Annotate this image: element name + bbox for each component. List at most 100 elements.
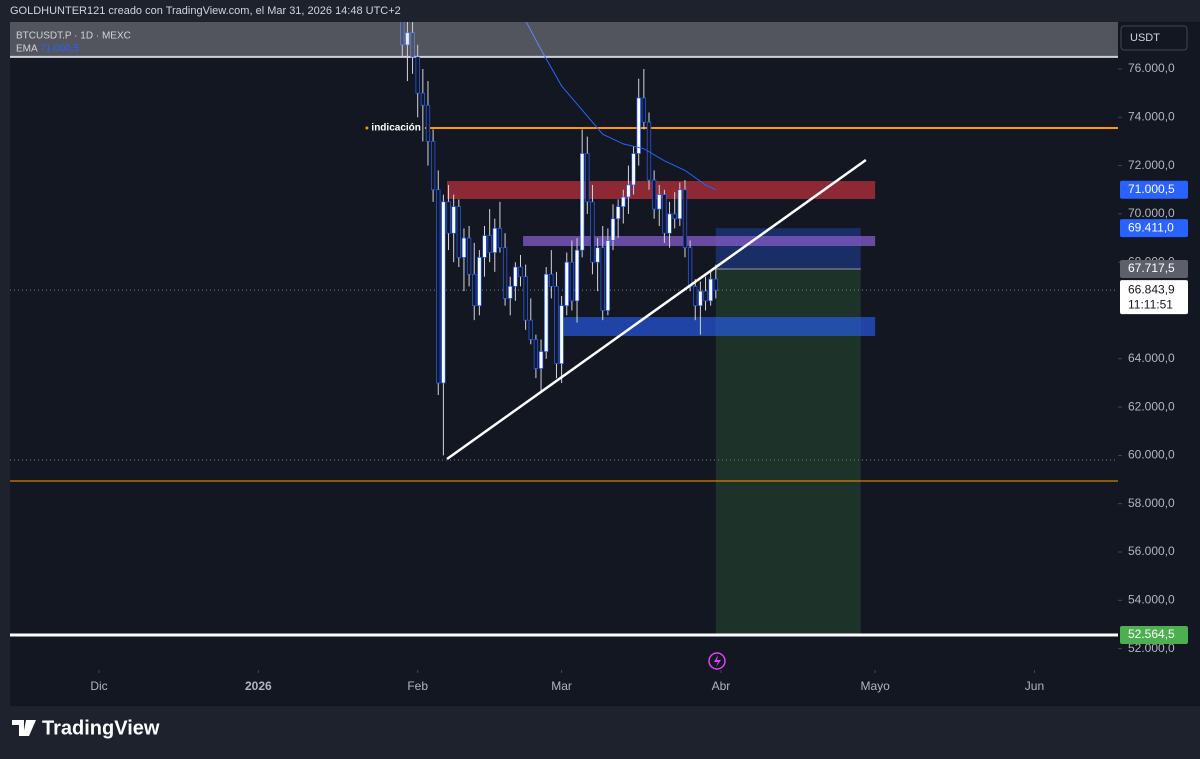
candle-body xyxy=(544,273,549,352)
candle-body xyxy=(631,153,636,186)
countdown: 11:11:51 xyxy=(1128,297,1173,311)
ema-price-label-box xyxy=(1120,180,1188,199)
entry-price-label-box xyxy=(1120,260,1188,279)
candle-body xyxy=(651,179,657,210)
candle-body xyxy=(703,290,708,302)
candle-body xyxy=(698,290,703,307)
y-tick-label: 52.000,0 xyxy=(1128,641,1175,655)
candle-body xyxy=(672,213,677,220)
last-price-box xyxy=(1120,280,1188,315)
candle-body xyxy=(605,240,611,311)
candle-body xyxy=(400,22,405,46)
candle-body xyxy=(472,273,477,307)
candle-body xyxy=(446,201,451,234)
candle-body xyxy=(641,97,646,123)
x-tick-label: Abr xyxy=(712,679,731,693)
y-tick-label: 76.000,0 xyxy=(1128,61,1175,75)
candle-body xyxy=(492,228,497,253)
brand-logo xyxy=(12,720,36,736)
candle-body xyxy=(708,278,713,302)
candle-body xyxy=(430,141,436,191)
plot: indicación xyxy=(10,22,1118,637)
indicator-value: 71.000,5 xyxy=(40,44,79,55)
candle-body xyxy=(477,257,482,307)
candle-body xyxy=(497,228,503,249)
x-tick-label: Jun xyxy=(1025,679,1044,693)
candle-body xyxy=(410,32,415,58)
candle-body xyxy=(487,235,492,253)
candle-body xyxy=(420,92,425,106)
candle-body xyxy=(461,237,467,258)
zone xyxy=(560,316,876,337)
candle-body xyxy=(682,189,688,249)
time-axis xyxy=(10,670,1200,706)
candle-body xyxy=(621,196,626,208)
candle-body xyxy=(677,189,682,220)
candle-body xyxy=(636,97,641,154)
candle-body xyxy=(585,153,590,203)
candle-body xyxy=(513,266,518,287)
y-tick-label: 64.000,0 xyxy=(1128,351,1175,365)
candle-body xyxy=(626,184,631,198)
y-tick-label: 60.000,0 xyxy=(1128,448,1175,462)
candle-body xyxy=(600,247,605,311)
y-tick-label: 54.000,0 xyxy=(1128,592,1175,606)
candle-body xyxy=(441,201,446,384)
candle-body xyxy=(523,276,528,321)
candle-body xyxy=(610,218,616,241)
legend-band xyxy=(10,22,1118,57)
y-tick-label: 56.000,0 xyxy=(1128,544,1175,558)
candle-body xyxy=(657,194,662,210)
candle-body xyxy=(528,319,533,340)
candle-body xyxy=(425,104,431,142)
target-price-label: 52.564,5 xyxy=(1128,627,1175,641)
y-tick-label: 58.000,0 xyxy=(1128,496,1175,510)
candle-body xyxy=(662,194,667,234)
x-tick-label: 2026 xyxy=(245,679,272,693)
x-tick-label: Mar xyxy=(551,679,572,693)
candle-body xyxy=(415,56,420,94)
y-tick-label: 70.000,0 xyxy=(1128,206,1175,220)
y-tick-label: 74.000,0 xyxy=(1128,109,1175,123)
y-tick-label: 72.000,0 xyxy=(1128,158,1175,172)
last-price-label: 66.843,9 xyxy=(1128,282,1175,296)
axis-unit: USDT xyxy=(1130,32,1160,44)
candle-body xyxy=(667,213,672,234)
symbol: BTCUSDT.P · 1D · MEXC xyxy=(16,31,131,42)
entry-price-label: 67.717,5 xyxy=(1128,261,1175,275)
candle-body xyxy=(590,201,595,263)
x-tick-label: Mayo xyxy=(860,679,890,693)
candle-body xyxy=(595,247,600,263)
candle-body xyxy=(482,235,487,258)
candle-body xyxy=(574,249,580,302)
candle-body xyxy=(538,351,544,369)
candle-body xyxy=(687,247,693,287)
position-stop-zone xyxy=(715,228,861,270)
candle-body xyxy=(693,285,698,307)
candle-body xyxy=(508,285,513,299)
stop-price-label-box xyxy=(1120,219,1188,238)
candle-body xyxy=(564,261,569,307)
candle-body xyxy=(549,273,554,287)
candle-body xyxy=(436,189,441,384)
candle-body xyxy=(713,278,718,291)
candle-body xyxy=(456,206,461,258)
y-tick-label: 62.000,0 xyxy=(1128,399,1175,413)
candle-body xyxy=(554,285,559,364)
candle-body xyxy=(466,237,472,275)
candle-body xyxy=(502,247,508,299)
candle-body xyxy=(569,261,575,302)
event-icon[interactable] xyxy=(708,652,726,670)
zone xyxy=(523,235,876,247)
candle-body xyxy=(580,153,585,251)
ema-price-label: 71.000,5 xyxy=(1128,182,1175,196)
candle-body xyxy=(405,32,410,46)
trendline xyxy=(446,159,867,461)
brand: TradingView xyxy=(42,717,160,739)
unit-box[interactable] xyxy=(1120,25,1188,51)
x-tick-label: Dic xyxy=(90,679,107,693)
ema-line xyxy=(525,22,717,191)
x-tick-label: Feb xyxy=(407,679,428,693)
